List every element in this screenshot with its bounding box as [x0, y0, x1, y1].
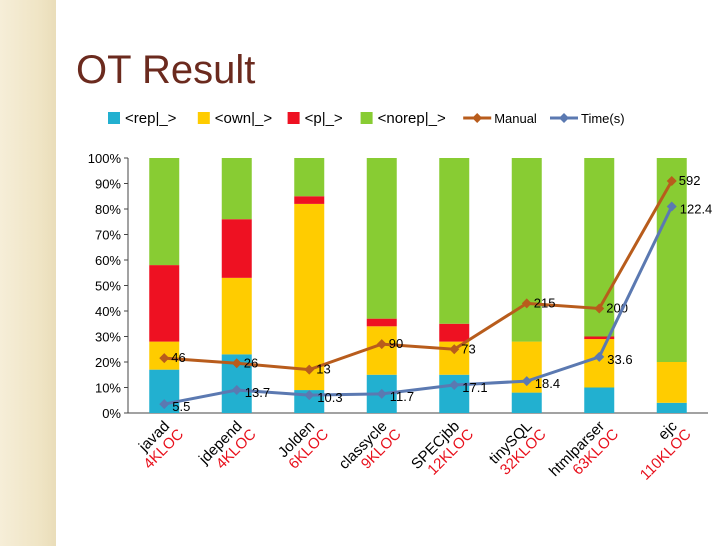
line-point: [231, 385, 242, 396]
bar-segment: [439, 158, 470, 324]
line-point: [231, 358, 242, 369]
data-label: 17.1: [462, 380, 487, 395]
data-label: 46: [171, 350, 185, 365]
slide-title: OT Result: [76, 48, 256, 92]
bar-segment: [584, 336, 615, 340]
bar-segment: [221, 277, 252, 355]
legend-swatch: [197, 112, 210, 124]
y-tick-label: 0%: [102, 406, 121, 421]
bar-segment: [656, 158, 687, 362]
y-tick-label: 50%: [95, 279, 121, 294]
data-label: 26: [244, 355, 258, 370]
y-tick-label: 70%: [95, 228, 121, 243]
line-point: [521, 376, 532, 387]
data-label: 13.7: [245, 385, 270, 400]
legend-swatch: [360, 112, 373, 124]
legend-label: <norep|_>: [378, 110, 446, 127]
bar-segment: [366, 158, 397, 319]
line-point: [666, 201, 677, 212]
y-tick-label: 20%: [95, 355, 121, 370]
data-label: 11.7: [390, 389, 414, 404]
bar-segment: [366, 326, 397, 375]
bar-segment: [366, 318, 397, 327]
bar-segment: [584, 339, 615, 388]
line-point: [159, 353, 170, 364]
legend-marker: [559, 113, 569, 123]
data-label: 73: [461, 341, 475, 356]
bar-segment: [221, 158, 252, 220]
data-label: 18.4: [535, 376, 560, 391]
line-point: [304, 390, 315, 401]
data-label: 13: [316, 362, 330, 377]
line-point: [594, 351, 605, 362]
bar-segment: [511, 158, 542, 342]
slide-sidebar: [0, 0, 58, 546]
bar-segment: [584, 387, 615, 413]
y-tick-label: 80%: [95, 202, 121, 217]
y-tick-label: 60%: [95, 253, 121, 268]
data-label: 10.3: [317, 390, 342, 405]
bar-segment: [294, 203, 325, 391]
data-label: 33.6: [607, 352, 632, 367]
line-point: [304, 364, 315, 375]
line-point: [376, 339, 387, 350]
line-point: [521, 298, 532, 309]
bar-segment: [656, 402, 687, 413]
y-tick-label: 40%: [95, 304, 121, 319]
legend-label: <rep|_>: [125, 110, 177, 127]
legend-label: <p|_>: [305, 110, 343, 127]
line-point: [159, 399, 170, 410]
y-tick-label: 90%: [95, 177, 121, 192]
line-point: [449, 379, 460, 390]
bar-segment: [656, 362, 687, 403]
bar-segment: [294, 158, 325, 197]
bar-segment: [511, 392, 542, 413]
legend-label: Manual: [494, 111, 537, 126]
y-tick-label: 10%: [95, 381, 121, 396]
legend-label: Time(s): [581, 111, 625, 126]
legend-label: <own|_>: [215, 110, 273, 127]
series-line: [163, 205, 674, 406]
bar-segment: [149, 265, 180, 342]
bar-segment: [439, 323, 470, 342]
data-label: 215: [534, 295, 556, 310]
data-label: 122.4: [680, 201, 713, 216]
series-line: [164, 180, 674, 372]
data-label: 5.5: [172, 399, 190, 414]
line-point: [666, 175, 677, 186]
y-tick-label: 100%: [88, 151, 122, 166]
data-label: 90: [389, 336, 403, 351]
legend-swatch: [108, 112, 120, 124]
legend-swatch: [287, 112, 300, 124]
legend-marker: [472, 113, 483, 123]
line-point: [449, 344, 460, 355]
line-point: [594, 303, 605, 314]
data-label: 592: [679, 173, 701, 188]
y-tick-label: 30%: [95, 330, 121, 345]
bar-segment: [221, 219, 252, 278]
bar-segment: [294, 196, 325, 204]
bar-segment: [149, 158, 180, 266]
line-point: [376, 388, 387, 399]
